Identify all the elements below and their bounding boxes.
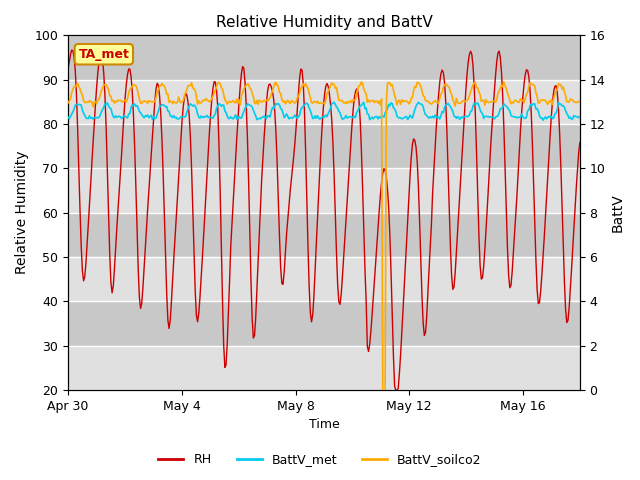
BattV_soilco2 [576, 99, 584, 105]
BattV_soilco2 [470, 80, 478, 86]
Legend: RH, BattV_met, BattV_soilco2: RH, BattV_met, BattV_soilco2 [154, 448, 486, 471]
Bar [68, 168, 580, 213]
RH [472, 112, 479, 118]
Title: Relative Humidity and BattV: Relative Humidity and BattV [216, 15, 433, 30]
Line: BattV_soilco2: BattV_soilco2 [68, 82, 580, 390]
BattV_met [362, 105, 370, 111]
RH [64, 65, 72, 71]
BattV_soilco2 [460, 98, 467, 104]
RH [105, 210, 113, 216]
X-axis label: Time: Time [308, 419, 339, 432]
BattV_met [540, 117, 547, 123]
Bar [68, 80, 580, 124]
BattV_met [576, 113, 584, 119]
BattV_met [104, 100, 111, 106]
BattV_met [534, 108, 542, 114]
Line: BattV_met: BattV_met [68, 102, 580, 120]
BattV_met [64, 114, 72, 120]
Y-axis label: BattV: BattV [611, 193, 625, 232]
Text: TA_met: TA_met [78, 48, 129, 61]
BattV_met [420, 109, 428, 115]
Bar [68, 346, 580, 390]
BattV_soilco2 [500, 79, 508, 84]
BattV_soilco2 [64, 100, 72, 106]
RH [392, 387, 399, 393]
BattV_met [330, 99, 338, 105]
BattV_soilco2 [420, 94, 428, 100]
Bar [68, 257, 580, 301]
RH [362, 298, 370, 304]
RH [422, 330, 429, 336]
BattV_met [460, 114, 467, 120]
RH [461, 107, 468, 112]
Bar [68, 213, 580, 257]
BattV_soilco2 [379, 387, 387, 393]
Y-axis label: Relative Humidity: Relative Humidity [15, 151, 29, 275]
RH [536, 300, 543, 306]
BattV_soilco2 [104, 84, 111, 90]
Bar [68, 36, 580, 80]
BattV_met [470, 100, 478, 106]
Line: RH: RH [68, 50, 580, 390]
Bar [68, 301, 580, 346]
RH [68, 47, 76, 53]
BattV_soilco2 [361, 89, 369, 95]
Bar [68, 124, 580, 168]
BattV_soilco2 [536, 100, 543, 106]
RH [576, 140, 584, 145]
